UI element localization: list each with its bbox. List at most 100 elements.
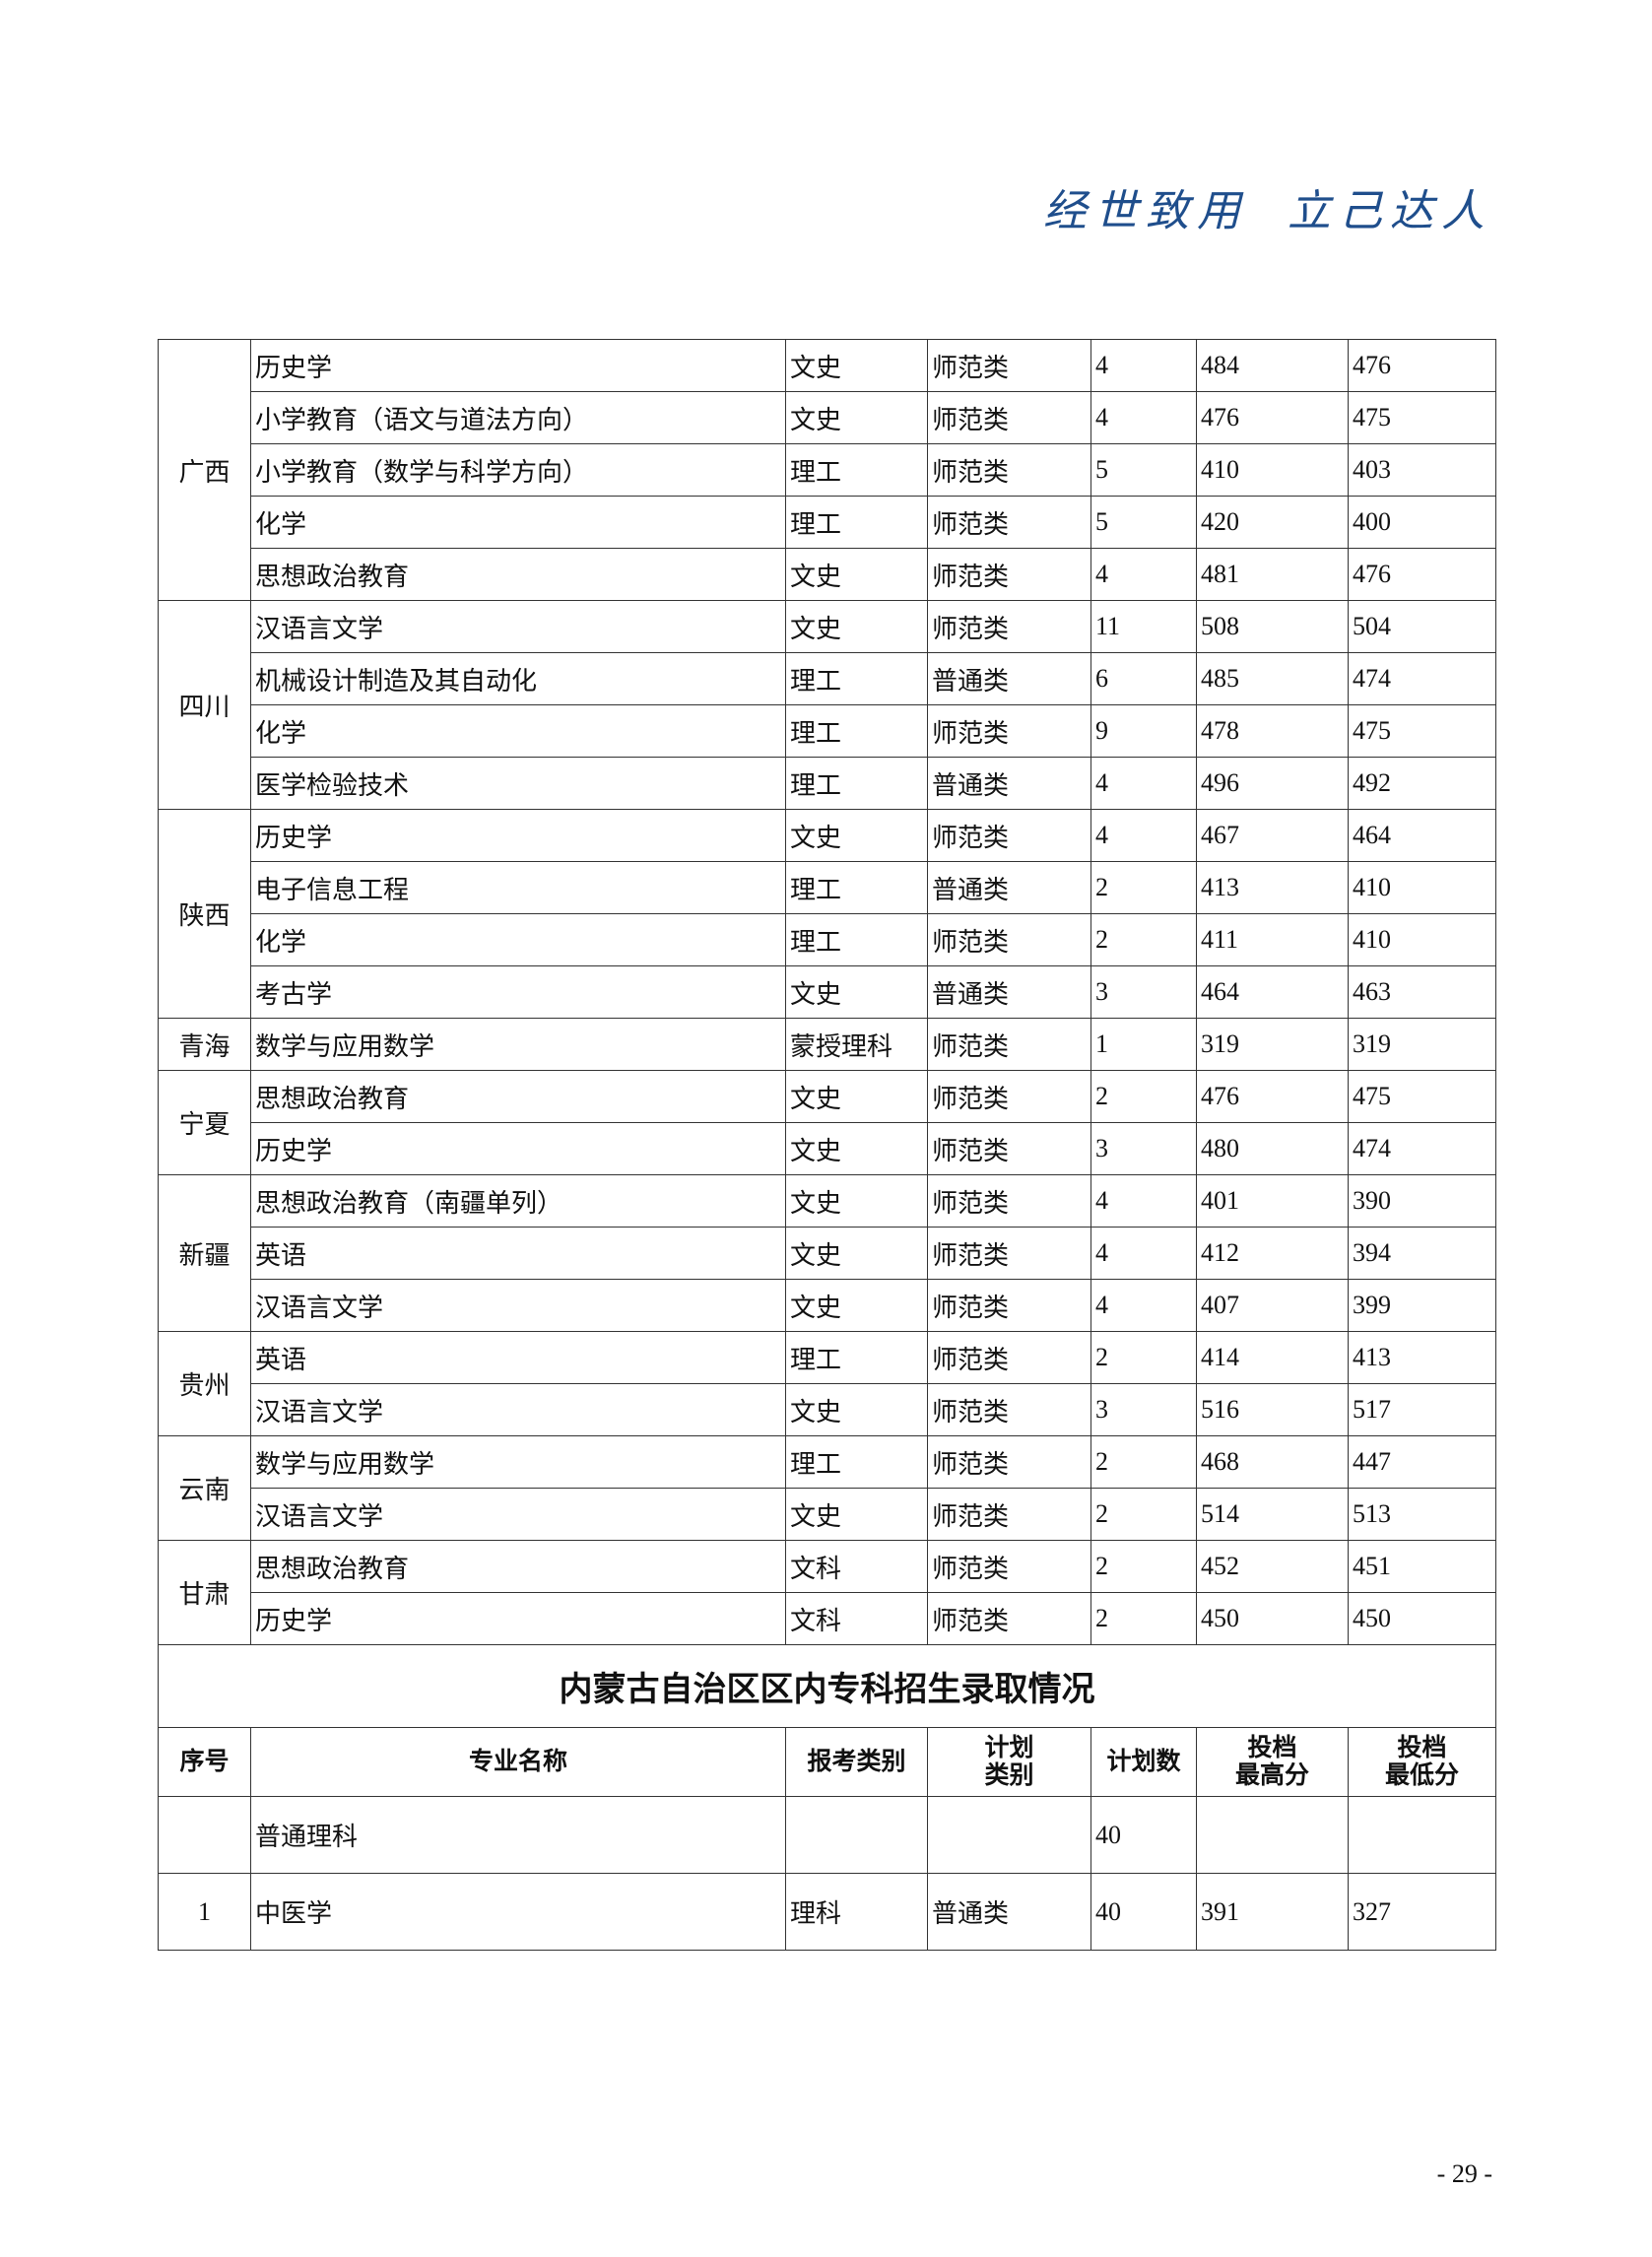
table-cell: 历史学 xyxy=(250,339,786,392)
province-cell: 广西 xyxy=(158,339,251,601)
table-cell: 414 xyxy=(1196,1331,1349,1384)
table-cell: 师范类 xyxy=(927,496,1091,549)
table-cell: 文史 xyxy=(785,809,928,862)
table-row: 宁夏 思想政治教育 文史 师范类 2 476 475 xyxy=(158,1070,1496,1175)
table-cell: 英语 xyxy=(250,1331,786,1384)
table-cell: 理工 xyxy=(785,704,928,758)
table-cell: 4 xyxy=(1090,1227,1197,1280)
table-cell: 数学与应用数学 xyxy=(250,1018,786,1071)
table-cell: 2 xyxy=(1090,1592,1197,1645)
table-cell: 理工 xyxy=(785,757,928,810)
column-header: 计划数 xyxy=(1090,1727,1197,1797)
table-row: 英语 文史 师范类 4 412 394 xyxy=(159,1227,1496,1280)
table-cell: 3 xyxy=(1090,965,1197,1019)
column-header: 报考类别 xyxy=(785,1727,928,1797)
table-cell: 464 xyxy=(1196,965,1349,1019)
column-header: 投档 最高分 xyxy=(1196,1727,1349,1797)
table-cell: 师范类 xyxy=(927,1122,1091,1175)
table-cell: 5 xyxy=(1090,496,1197,549)
column-header: 专业名称 xyxy=(250,1727,786,1797)
table-cell xyxy=(158,1796,251,1874)
table-cell: 2 xyxy=(1090,1488,1197,1541)
table-cell: 319 xyxy=(1196,1018,1349,1071)
table-cell: 理工 xyxy=(785,1435,928,1489)
table-cell: 475 xyxy=(1348,1070,1496,1123)
table-cell: 513 xyxy=(1348,1488,1496,1541)
table-row: 考古学 文史 普通类 3 464 463 xyxy=(159,965,1496,1019)
table-cell: 文史 xyxy=(785,339,928,392)
table-cell: 历史学 xyxy=(250,809,786,862)
table-cell: 理工 xyxy=(785,652,928,705)
table-cell: 420 xyxy=(1196,496,1349,549)
table-row: 小学教育（数学与科学方向） 理工 师范类 5 410 403 xyxy=(159,443,1496,497)
table-row: 小学教育（语文与道法方向） 文史 师范类 4 476 475 xyxy=(159,391,1496,444)
table-cell: 师范类 xyxy=(927,600,1091,653)
table-cell: 4 xyxy=(1090,391,1197,444)
table-row: 思想政治教育 文史 师范类 4 481 476 xyxy=(159,548,1496,601)
table-cell: 1 xyxy=(1090,1018,1197,1071)
table-cell: 师范类 xyxy=(927,1174,1091,1228)
table-cell: 4 xyxy=(1090,757,1197,810)
table-row: 电子信息工程 理工 普通类 2 413 410 xyxy=(159,861,1496,914)
table-cell: 中医学 xyxy=(250,1873,786,1951)
table-cell: 504 xyxy=(1348,600,1496,653)
table-cell: 师范类 xyxy=(927,443,1091,497)
page-number: - 29 - xyxy=(1436,2159,1492,2188)
table-cell: 英语 xyxy=(250,1227,786,1280)
table-cell: 化学 xyxy=(250,496,786,549)
table-cell: 403 xyxy=(1348,443,1496,497)
table-cell: 文史 xyxy=(785,1227,928,1280)
table-cell: 411 xyxy=(1196,913,1349,966)
table-cell: 师范类 xyxy=(927,1279,1091,1332)
table-cell: 文史 xyxy=(785,1174,928,1228)
table-cell: 476 xyxy=(1348,339,1496,392)
table-cell: 407 xyxy=(1196,1279,1349,1332)
slogan-part1: 经世致用 xyxy=(1043,186,1248,236)
table-cell xyxy=(1196,1796,1349,1874)
table-cell: 508 xyxy=(1196,600,1349,653)
table-cell: 普通类 xyxy=(927,1873,1091,1951)
table-row: 化学 理工 师范类 9 478 475 xyxy=(159,704,1496,758)
table-row: 广西 历史学 文史 师范类 4 484 476 xyxy=(158,339,1496,601)
table-cell: 思想政治教育 xyxy=(250,548,786,601)
slogan-part2: 立己达人 xyxy=(1288,186,1492,236)
table-cell: 451 xyxy=(1348,1540,1496,1593)
table-cell: 4 xyxy=(1090,339,1197,392)
table-cell: 理科 xyxy=(785,1873,928,1951)
table-cell: 476 xyxy=(1196,1070,1349,1123)
table-row: 青海 数学与应用数学 蒙授理科 师范类 1 319 319 xyxy=(158,1018,1496,1071)
table-cell: 文科 xyxy=(785,1592,928,1645)
province-cell: 云南 xyxy=(158,1435,251,1541)
table-cell: 4 xyxy=(1090,1174,1197,1228)
table-cell: 390 xyxy=(1348,1174,1496,1228)
table-cell: 3 xyxy=(1090,1122,1197,1175)
table-cell: 文史 xyxy=(785,600,928,653)
province-cell: 贵州 xyxy=(158,1331,251,1436)
table-cell: 师范类 xyxy=(927,1018,1091,1071)
table-cell: 普通类 xyxy=(927,652,1091,705)
table-cell: 思想政治教育（南疆单列） xyxy=(250,1174,786,1228)
table-cell: 40 xyxy=(1090,1873,1197,1951)
column-header: 计划 类别 xyxy=(927,1727,1091,1797)
table-cell xyxy=(1348,1796,1496,1874)
table-cell: 理工 xyxy=(785,496,928,549)
table-cell: 思想政治教育 xyxy=(250,1540,786,1593)
table-cell: 474 xyxy=(1348,1122,1496,1175)
table-cell: 1 xyxy=(158,1873,251,1951)
table-cell: 450 xyxy=(1348,1592,1496,1645)
table-cell: 2 xyxy=(1090,1435,1197,1489)
table-cell: 481 xyxy=(1196,548,1349,601)
table-cell: 师范类 xyxy=(927,1435,1091,1489)
table-cell: 文史 xyxy=(785,965,928,1019)
table-cell: 40 xyxy=(1090,1796,1197,1874)
table-cell: 514 xyxy=(1196,1488,1349,1541)
table-cell: 普通类 xyxy=(927,757,1091,810)
table-cell: 考古学 xyxy=(250,965,786,1019)
table-row: 化学 理工 师范类 2 411 410 xyxy=(159,913,1496,966)
table-row: 甘肃 思想政治教育 文科 师范类 2 452 451 xyxy=(158,1540,1496,1645)
table-cell: 2 xyxy=(1090,1070,1197,1123)
table-row: 新疆 思想政治教育（南疆单列） 文史 师范类 4 401 390 xyxy=(158,1174,1496,1332)
table-cell: 484 xyxy=(1196,339,1349,392)
admission-table: 广西 历史学 文史 师范类 4 484 476 小学教育（语文与道法方向） 文史 师范类 4 476 4… xyxy=(158,339,1496,1951)
header-slogan: 经世致用 立己达人 xyxy=(1043,175,1492,238)
